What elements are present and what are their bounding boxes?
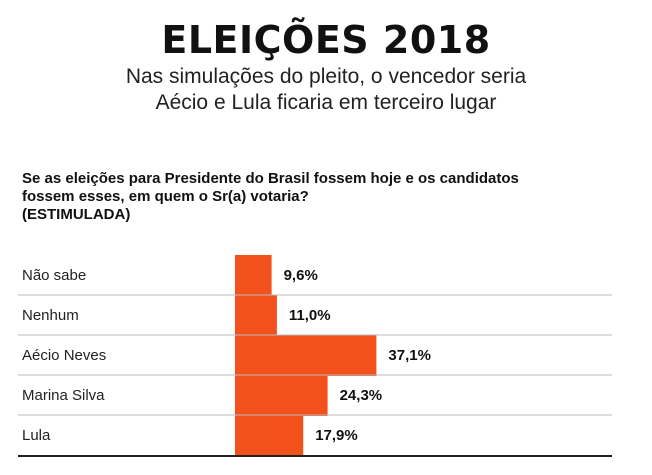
question-line-1: Se as eleições para Presidente do Brasil… [22,170,519,187]
bar-2 [235,335,377,376]
category-label: Nenhum [22,307,79,324]
bar-1 [235,295,277,336]
category-label: Marina Silva [22,387,105,404]
category-label: Não sabe [22,267,86,284]
category-label: Aécio Neves [22,347,106,364]
value-label: 37,1% [388,347,431,364]
subtitle-line-1: Nas simulações do pleito, o vencedor ser… [125,65,527,88]
survey-question: Se as eleições para Presidente do Brasil… [22,170,632,224]
question-line-3: (ESTIMULADA) [22,206,131,223]
bar-3 [235,375,328,416]
bar-chart: Não sabe 9,6% Nenhum 11,0% Aécio Neves 37,1% M… [18,255,612,457]
subtitle-line-2: Aécio e Lula ficaria em terceiro lugar [155,91,497,114]
value-label: 17,9% [315,427,358,444]
bar-0 [235,255,272,296]
category-label: Lula [22,427,51,444]
value-label: 9,6% [284,267,318,284]
value-label: 24,3% [340,387,383,404]
question-line-2: fossem esses, em quem o Sr(a) votaria? [22,188,309,205]
value-label: 11,0% [289,307,331,324]
chart-title: ELEIÇÕES 2018 [161,18,491,62]
bar-4 [235,415,304,456]
chart-subtitle: Nas simulações do pleito, o vencedor ser… [0,64,652,116]
